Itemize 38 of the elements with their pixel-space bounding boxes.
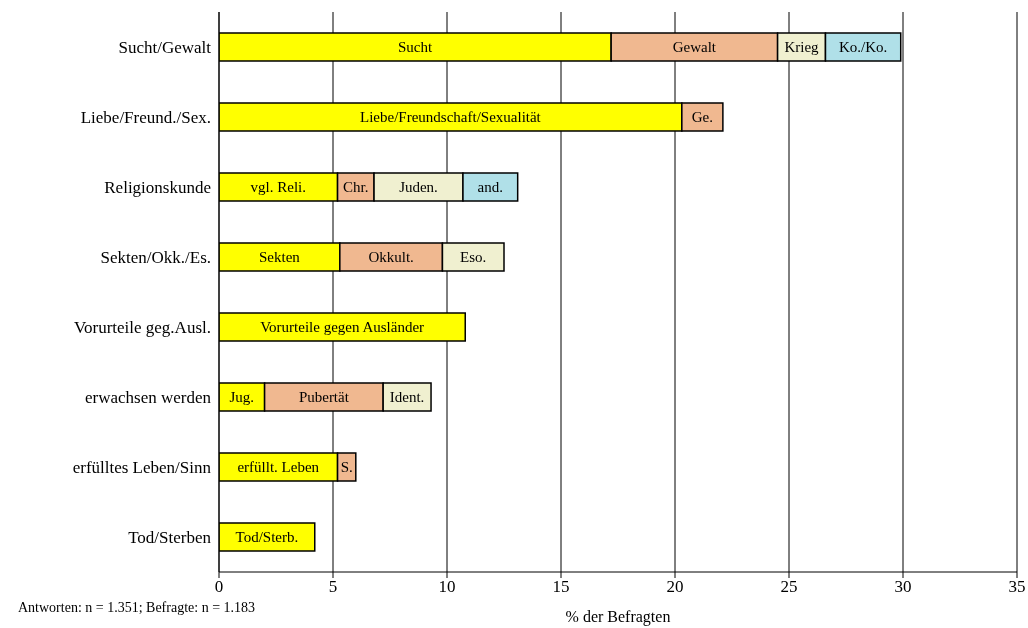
data-label: Ident. — [389, 389, 425, 405]
data-label: Eso. — [460, 249, 487, 265]
data-label: Krieg — [784, 39, 820, 55]
data-label: Gewalt — [672, 39, 717, 55]
data-label: Sucht — [397, 39, 433, 55]
data-label: S. — [340, 459, 353, 475]
x-tick-label: 0 — [214, 577, 224, 597]
y-tick-label: Sucht/Gewalt — [118, 38, 212, 58]
y-tick-label: erwachsen werden — [84, 388, 212, 408]
data-label: Chr. — [343, 179, 369, 195]
data-label: and. — [477, 179, 504, 195]
x-tick-label: 25 — [780, 577, 798, 597]
data-label: Pubertät — [298, 389, 350, 405]
data-label: Liebe/Freundschaft/Sexualität — [360, 109, 542, 125]
data-label: Tod/Sterb. — [235, 529, 299, 545]
x-axis-title: % der Befragten — [565, 608, 671, 626]
y-tick-label: Liebe/Freund./Sex. — [80, 108, 211, 128]
data-label: Ko./Ko. — [838, 39, 888, 55]
x-tick-label: 10 — [438, 577, 456, 597]
data-label: Vorurteile gegen Ausländer — [260, 319, 425, 335]
y-tick-label: erfülltes Leben/Sinn — [72, 458, 212, 478]
data-label: vgl. Reli. — [250, 179, 306, 195]
data-label: Jug. — [229, 389, 255, 405]
data-label: Ge. — [691, 109, 713, 125]
y-tick-label: Tod/Sterben — [128, 528, 212, 548]
y-tick-label: Religionskunde — [104, 178, 211, 198]
x-tick-label: 5 — [328, 577, 338, 597]
x-tick-label: 30 — [894, 577, 912, 597]
data-label: erfüllt. Leben — [237, 459, 320, 475]
y-tick-label: Vorurteile geg.Ausl. — [73, 318, 211, 338]
text: Antworten: n = 1.351; Befragte: n = 1.183 — [18, 600, 256, 616]
x-tick-label: 35 — [1008, 577, 1026, 597]
data-label: Juden. — [399, 179, 438, 195]
data-label: Sekten — [259, 249, 301, 265]
x-tick-label: 20 — [666, 577, 684, 597]
data-label: Okkult. — [368, 249, 414, 265]
y-tick-label: Sekten/Okk./Es. — [100, 248, 211, 268]
x-tick-label: 15 — [552, 577, 570, 597]
